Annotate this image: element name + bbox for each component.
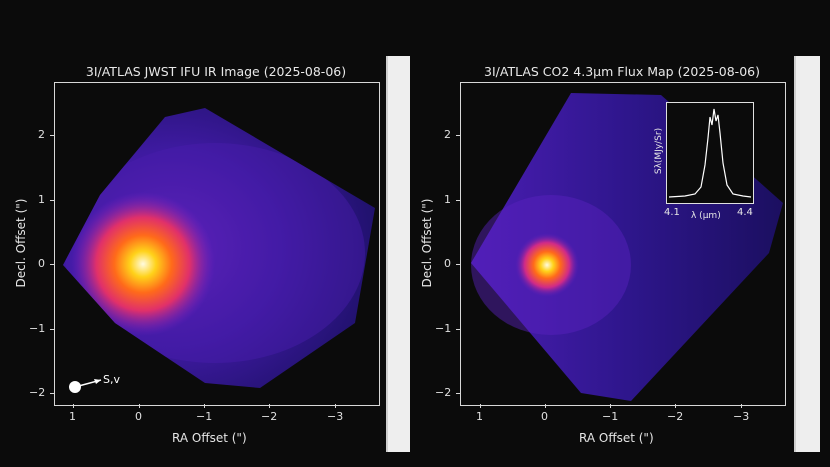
left-ytick: −2	[29, 386, 46, 399]
left-colorbar	[386, 56, 410, 452]
left-ytick: −1	[29, 322, 46, 335]
left-ytick: 2	[38, 128, 45, 141]
inset-xlabel: λ (µm)	[691, 211, 721, 221]
right-panel-title: 3I/ATLAS CO2 4.3µm Flux Map (2025-08-06)	[484, 64, 760, 79]
right-xtick: −2	[667, 410, 684, 423]
right-ylabel: Decl. Offset (")	[420, 198, 434, 288]
left-ir-image	[63, 108, 375, 388]
right-xtick: 1	[476, 410, 483, 423]
left-xtick: −2	[261, 410, 278, 423]
left-xtick: −3	[327, 410, 344, 423]
right-ytick: −2	[435, 386, 452, 399]
spectrum-inset	[666, 102, 754, 204]
right-xlabel: RA Offset (")	[579, 431, 654, 445]
right-ytick: −1	[435, 322, 452, 335]
left-xtick: −1	[196, 410, 213, 423]
right-ytick: 1	[444, 193, 451, 206]
spectrum-line	[668, 108, 752, 198]
inset-xtick: 4.4	[737, 207, 753, 218]
right-xtick: −1	[602, 410, 619, 423]
right-ytick: 0	[444, 257, 451, 270]
right-xtick: −3	[733, 410, 750, 423]
left-nucleus	[71, 192, 215, 336]
left-ylabel: Decl. Offset (")	[14, 198, 28, 288]
inset-ylabel: Sλ(MJy/Sr)	[654, 127, 664, 175]
left-ytick: 1	[38, 193, 45, 206]
left-xlabel: RA Offset (")	[172, 431, 247, 445]
right-xtick: 0	[541, 410, 548, 423]
right-nucleus	[515, 233, 579, 297]
right-colorbar	[794, 56, 820, 452]
sun-velocity-arrow-icon	[69, 379, 102, 393]
right-ytick: 2	[444, 128, 451, 141]
direction-label: S,v	[103, 373, 120, 386]
inset-xtick: 4.1	[664, 207, 680, 218]
left-axes: S,v	[54, 82, 380, 406]
left-xtick: 1	[69, 410, 76, 423]
left-xtick: 0	[135, 410, 142, 423]
left-ytick: 0	[38, 257, 45, 270]
left-panel-title: 3I/ATLAS JWST IFU IR Image (2025-08-06)	[85, 64, 347, 79]
